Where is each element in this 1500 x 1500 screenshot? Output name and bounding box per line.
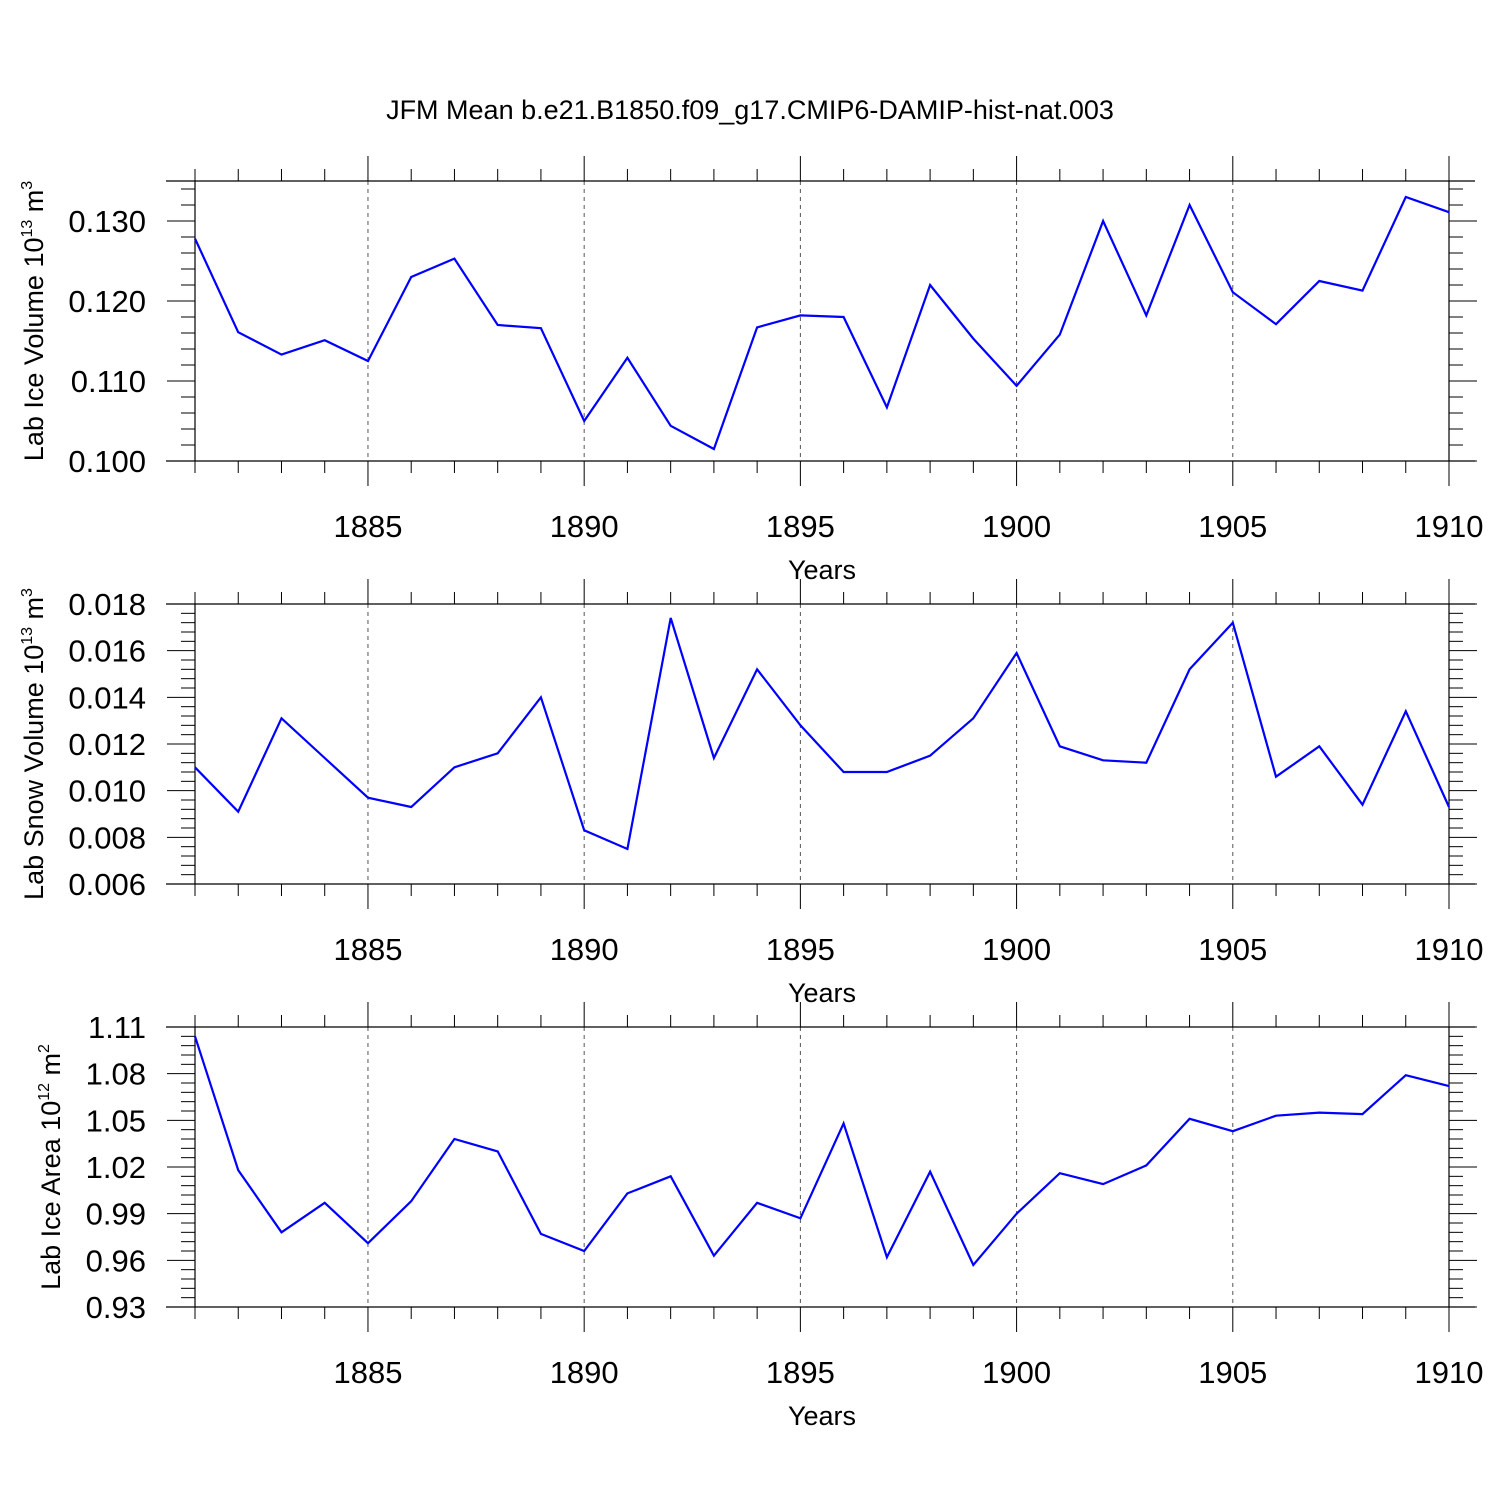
y-axis-title-superscript: 3 (19, 588, 36, 597)
y-axis-title: Lab Ice Volume 1013 m3 (19, 181, 49, 461)
x-axis-title: Years (788, 978, 856, 1008)
x-tick-label: 1910 (1415, 509, 1484, 544)
x-tick-label: 1900 (982, 1355, 1051, 1390)
series-line-1 (194, 617, 1451, 851)
y-tick-label: 0.110 (71, 364, 146, 399)
y-tick-label: 0.014 (68, 680, 146, 715)
series-line-1 (194, 195, 1450, 451)
x-tick-label: 1890 (550, 1355, 619, 1390)
series-line-1 (193, 1035, 1450, 1268)
y-axis-title-superscript: 13 (19, 627, 36, 645)
chart-title: JFM Mean b.e21.B1850.f09_g17.CMIP6-DAMIP… (386, 95, 1114, 125)
y-tick-label: 0.99 (86, 1197, 146, 1232)
y-tick-label: 0.018 (68, 587, 146, 622)
y-tick-label: 0.93 (86, 1290, 146, 1325)
y-axis-title-superscript: 3 (19, 181, 36, 190)
x-tick-label: 1885 (333, 509, 402, 544)
y-axis-title-part: Lab Snow Volume 10 (19, 645, 49, 900)
x-tick-label: 1895 (766, 509, 835, 544)
x-tick-label: 1885 (333, 1355, 402, 1390)
y-tick-label: 0.010 (68, 774, 146, 809)
x-axis-title: Years (788, 1401, 856, 1431)
panel-1: 1885 1890 1895 1900 1905 1910 0.100 0.110 0.120 0… (19, 156, 1483, 585)
panels: 1885 1890 1895 1900 1905 1910 0.100 0.110 0.120 0… (19, 156, 1483, 1431)
y-tick-label: 0.008 (68, 820, 146, 855)
y-axis-title-part: Lab Ice Area 10 (36, 1101, 66, 1290)
y-axis-title-superscript: 13 (19, 220, 36, 238)
x-tick-label: 1895 (766, 932, 835, 967)
y-axis-title-superscript: 12 (36, 1083, 53, 1101)
y-tick-label: 0.100 (68, 444, 146, 479)
x-tick-label: 1905 (1198, 932, 1267, 967)
y-tick-label: 1.05 (86, 1103, 146, 1138)
y-tick-label: 0.120 (68, 284, 146, 319)
y-tick-label: 0.012 (68, 727, 146, 762)
y-tick-label: 0.006 (68, 867, 146, 902)
x-tick-label: 1895 (766, 1355, 835, 1390)
y-tick-label: 0.96 (86, 1243, 146, 1278)
y-axis-title-part: m (36, 1053, 66, 1083)
x-tick-label: 1900 (982, 509, 1051, 544)
y-tick-label: 0.016 (68, 634, 146, 669)
y-axis-title-superscript: 2 (36, 1044, 53, 1053)
x-tick-label: 1910 (1415, 1355, 1484, 1390)
x-tick-label: 1905 (1198, 1355, 1267, 1390)
x-tick-label: 1910 (1415, 932, 1484, 967)
panel-2: 1885 1890 1895 1900 1905 1910 0.006 0.008 0.010 0… (19, 579, 1483, 1008)
y-axis-title-part: m (19, 190, 49, 220)
x-tick-label: 1905 (1198, 509, 1267, 544)
panel-3: 1885 1890 1895 1900 1905 1910 0.93 0.96 0.99 1.02… (36, 1002, 1483, 1431)
x-tick-label: 1890 (550, 509, 619, 544)
x-axis-title: Years (788, 555, 856, 585)
y-tick-label: 0.130 (68, 204, 146, 239)
y-tick-label: 1.02 (86, 1150, 146, 1185)
y-axis-title-part: m (19, 597, 49, 627)
y-axis-title: Lab Snow Volume 1013 m3 (19, 588, 49, 900)
y-axis-title-part: Lab Ice Volume 10 (19, 238, 49, 462)
y-axis-title: Lab Ice Area 1012 m2 (36, 1044, 66, 1290)
y-tick-label: 1.08 (86, 1057, 146, 1092)
x-tick-label: 1900 (982, 932, 1051, 967)
x-tick-label: 1885 (333, 932, 402, 967)
x-tick-label: 1890 (550, 932, 619, 967)
y-tick-label: 1.11 (88, 1010, 146, 1045)
